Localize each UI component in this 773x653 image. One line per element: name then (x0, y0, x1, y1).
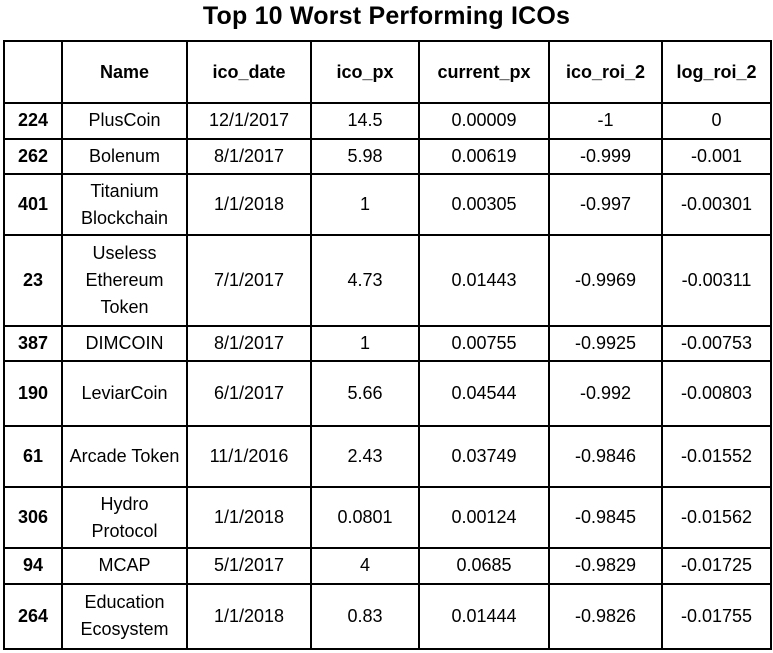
row-ico-roi-2: -0.9846 (548, 425, 663, 489)
row-index: 387 (3, 324, 63, 363)
row-ico-roi-2: -0.9829 (548, 547, 663, 585)
row-ico-px: 4 (310, 547, 420, 585)
header-name: Name (61, 40, 188, 104)
row-ico-px: 0.83 (310, 582, 420, 651)
row-log-roi-2: -0.001 (661, 137, 772, 176)
row-name: Hydro Protocol (61, 486, 188, 550)
row-index: 262 (3, 137, 63, 176)
row-ico-roi-2: -0.992 (548, 360, 663, 428)
table-row: 224 PlusCoin 12/1/2017 14.5 0.00009 -1 0 (3, 102, 772, 140)
row-ico-px: 5.66 (310, 360, 420, 428)
row-ico-px: 4.73 (310, 234, 420, 327)
row-current-px: 0.00124 (418, 486, 550, 550)
table-row: 61 Arcade Token 11/1/2016 2.43 0.03749 -… (3, 425, 772, 489)
table-row: 401 Titanium Blockchain 1/1/2018 1 0.003… (3, 173, 772, 237)
row-name: Bolenum (61, 137, 188, 176)
row-name: Useless Ethereum Token (61, 234, 188, 327)
row-log-roi-2: -0.01562 (661, 486, 772, 550)
table-title: Top 10 Worst Performing ICOs (202, 2, 571, 30)
ico-table: Name ico_date ico_px current_px ico_roi_… (3, 40, 772, 651)
row-ico-roi-2: -0.999 (548, 137, 663, 176)
row-name: PlusCoin (61, 102, 188, 140)
row-index: 61 (3, 425, 63, 489)
row-log-roi-2: -0.00311 (661, 234, 772, 327)
row-ico-date: 1/1/2018 (186, 486, 312, 550)
table-row: 262 Bolenum 8/1/2017 5.98 0.00619 -0.999… (3, 137, 772, 176)
row-index: 224 (3, 102, 63, 140)
header-ico-date: ico_date (186, 40, 312, 104)
table-row: 264 Education Ecosystem 1/1/2018 0.83 0.… (3, 582, 772, 651)
row-current-px: 0.00755 (418, 324, 550, 363)
row-current-px: 0.03749 (418, 425, 550, 489)
row-ico-px: 1 (310, 324, 420, 363)
row-index: 264 (3, 582, 63, 651)
row-log-roi-2: -0.00753 (661, 324, 772, 363)
header-index (3, 40, 63, 104)
row-log-roi-2: -0.01552 (661, 425, 772, 489)
row-ico-date: 8/1/2017 (186, 137, 312, 176)
row-ico-date: 7/1/2017 (186, 234, 312, 327)
row-ico-date: 11/1/2016 (186, 425, 312, 489)
row-name: Titanium Blockchain (61, 173, 188, 237)
row-ico-date: 12/1/2017 (186, 102, 312, 140)
row-ico-roi-2: -0.9826 (548, 582, 663, 651)
row-log-roi-2: 0 (661, 102, 772, 140)
row-ico-roi-2: -0.9845 (548, 486, 663, 550)
row-ico-date: 5/1/2017 (186, 547, 312, 585)
row-log-roi-2: -0.01725 (661, 547, 772, 585)
row-ico-px: 2.43 (310, 425, 420, 489)
row-current-px: 0.00009 (418, 102, 550, 140)
row-log-roi-2: -0.01755 (661, 582, 772, 651)
row-log-roi-2: -0.00803 (661, 360, 772, 428)
header-log-roi-2: log_roi_2 (661, 40, 772, 104)
header-ico-roi-2: ico_roi_2 (548, 40, 663, 104)
row-index: 401 (3, 173, 63, 237)
row-current-px: 0.04544 (418, 360, 550, 428)
row-current-px: 0.00619 (418, 137, 550, 176)
row-name: DIMCOIN (61, 324, 188, 363)
row-log-roi-2: -0.00301 (661, 173, 772, 237)
table-row: 387 DIMCOIN 8/1/2017 1 0.00755 -0.9925 -… (3, 324, 772, 363)
row-ico-px: 5.98 (310, 137, 420, 176)
row-index: 23 (3, 234, 63, 327)
row-ico-date: 1/1/2018 (186, 173, 312, 237)
table-row: 190 LeviarCoin 6/1/2017 5.66 0.04544 -0.… (3, 360, 772, 428)
row-name: Arcade Token (61, 425, 188, 489)
row-current-px: 0.00305 (418, 173, 550, 237)
row-ico-roi-2: -0.9969 (548, 234, 663, 327)
row-index: 306 (3, 486, 63, 550)
row-ico-px: 14.5 (310, 102, 420, 140)
row-ico-date: 6/1/2017 (186, 360, 312, 428)
row-name: Education Ecosystem (61, 582, 188, 651)
row-ico-roi-2: -1 (548, 102, 663, 140)
row-current-px: 0.0685 (418, 547, 550, 585)
row-current-px: 0.01444 (418, 582, 550, 651)
row-ico-date: 1/1/2018 (186, 582, 312, 651)
row-ico-px: 1 (310, 173, 420, 237)
row-ico-roi-2: -0.997 (548, 173, 663, 237)
row-ico-px: 0.0801 (310, 486, 420, 550)
table-row: 94 MCAP 5/1/2017 4 0.0685 -0.9829 -0.017… (3, 547, 772, 585)
row-index: 94 (3, 547, 63, 585)
row-name: LeviarCoin (61, 360, 188, 428)
row-ico-date: 8/1/2017 (186, 324, 312, 363)
row-name: MCAP (61, 547, 188, 585)
header-ico-px: ico_px (310, 40, 420, 104)
header-row: Name ico_date ico_px current_px ico_roi_… (3, 40, 772, 104)
table-row: 23 Useless Ethereum Token 7/1/2017 4.73 … (3, 234, 772, 327)
row-ico-roi-2: -0.9925 (548, 324, 663, 363)
header-current-px: current_px (418, 40, 550, 104)
row-index: 190 (3, 360, 63, 428)
table-row: 306 Hydro Protocol 1/1/2018 0.0801 0.001… (3, 486, 772, 550)
row-current-px: 0.01443 (418, 234, 550, 327)
